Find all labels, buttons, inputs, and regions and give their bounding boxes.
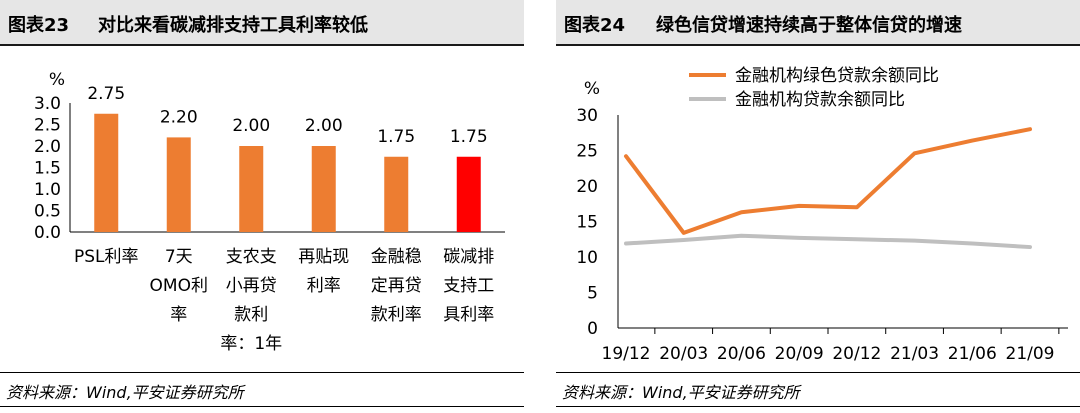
- bottom-divider: [0, 406, 524, 407]
- series-line-1: [624, 127, 1032, 235]
- figure-number: 图表23: [8, 15, 70, 36]
- legend-label: 金融机构绿色贷款余额同比: [735, 66, 939, 86]
- x-tick-label: 20/09: [775, 344, 824, 364]
- source-note: 资料来源：Wind,平安证券研究所: [6, 383, 244, 402]
- figure-title: 对比来看碳减排支持工具利率较低: [98, 15, 368, 36]
- x-tick-label: OMO利: [150, 276, 208, 296]
- data-label: 2.00: [305, 116, 343, 136]
- source-divider: [556, 372, 1080, 373]
- y-tick-label: 25: [576, 142, 598, 162]
- source-divider: [0, 372, 524, 373]
- figure-header: 图表24 绿色信贷增速持续高于整体信贷的增速: [556, 0, 1080, 46]
- x-tick-label: 再贴现: [298, 247, 349, 267]
- data-label: 1.75: [450, 127, 488, 147]
- x-tick-label: 小再贷: [226, 276, 277, 296]
- x-tick-label: 定再贷: [371, 276, 422, 296]
- x-tick-label: 20/12: [832, 344, 881, 364]
- x-tick-label: 利率: [307, 276, 341, 296]
- y-tick-label: 20: [576, 177, 598, 197]
- y-tick-label: 10: [576, 248, 598, 268]
- x-tick-label: 具利率: [443, 305, 494, 325]
- y-tick-label: 2.5: [34, 116, 61, 136]
- y-tick-label: 1.0: [34, 180, 61, 200]
- figure-number: 图表24: [564, 15, 626, 36]
- y-tick-label: 0.5: [34, 202, 61, 222]
- x-tick-label: 21/09: [1006, 344, 1055, 364]
- bar: [456, 156, 481, 232]
- data-label: 2.00: [232, 116, 270, 136]
- data-label: 2.75: [87, 84, 125, 104]
- y-tick-label: 5: [587, 284, 598, 304]
- x-tick-label: 支持工: [443, 276, 494, 296]
- figure-title: 绿色信贷增速持续高于整体信贷的增速: [656, 15, 962, 36]
- y-tick-label: 2.0: [34, 137, 61, 157]
- data-label: 1.75: [377, 127, 415, 147]
- figure-24-panel: 图表24 绿色信贷增速持续高于整体信贷的增速 % 0 5 10 15 20 25 30 19/1…: [556, 0, 1080, 413]
- x-tick-label: 19/12: [602, 344, 651, 364]
- y-axis-unit: %: [584, 79, 600, 99]
- x-tick-label: 支农支: [226, 247, 277, 267]
- bottom-divider: [556, 406, 1080, 407]
- x-tick-label: PSL利率: [74, 247, 139, 267]
- y-tick-label: 30: [576, 106, 598, 126]
- x-tick-label: 金融稳: [371, 247, 422, 267]
- line-chart: % 0 5 10 15 20 25 30 19/12 20/03 20/06 20/09 20/12 21…: [576, 66, 1068, 364]
- y-tick-label: 1.5: [34, 159, 61, 179]
- x-tick-label: 21/06: [948, 344, 997, 364]
- x-tick-label: 20/06: [717, 344, 766, 364]
- data-label: 2.20: [160, 107, 198, 127]
- legend-label: 金融机构贷款余额同比: [735, 90, 905, 110]
- bar: [239, 146, 264, 232]
- x-tick-label: 款利率: [371, 305, 422, 325]
- x-tick-label: 20/03: [659, 344, 708, 364]
- x-tick-label: 碳减排: [443, 247, 494, 267]
- x-tick-label: 款利: [234, 305, 268, 325]
- bar: [311, 146, 336, 232]
- figure-header: 图表23 对比来看碳减排支持工具利率较低: [0, 0, 524, 46]
- x-tick-label: 率：1年: [220, 334, 282, 354]
- y-tick-label: 0: [587, 319, 598, 339]
- source-note: 资料来源：Wind,平安证券研究所: [562, 383, 800, 402]
- bar: [94, 113, 119, 232]
- y-tick-label: 0.0: [34, 223, 61, 243]
- x-tick-label: 21/03: [890, 344, 939, 364]
- figure-23-panel: 图表23 对比来看碳减排支持工具利率较低 % 0.0 0.5 1.0 1.5 2.0 2.5…: [0, 0, 524, 413]
- y-tick-label: 3.0: [34, 94, 61, 114]
- x-tick-label: 率: [170, 305, 187, 325]
- bar-chart: % 0.00.51.01.52.02.53.0 2.75 PSL利率 2.20 7天 OMO…: [34, 70, 505, 354]
- y-axis-unit: %: [49, 70, 65, 90]
- series-line-2: [624, 233, 1032, 250]
- y-tick-label: 15: [576, 213, 598, 233]
- x-tick-label: 7天: [165, 247, 193, 267]
- bar: [384, 156, 409, 232]
- bar: [166, 137, 191, 232]
